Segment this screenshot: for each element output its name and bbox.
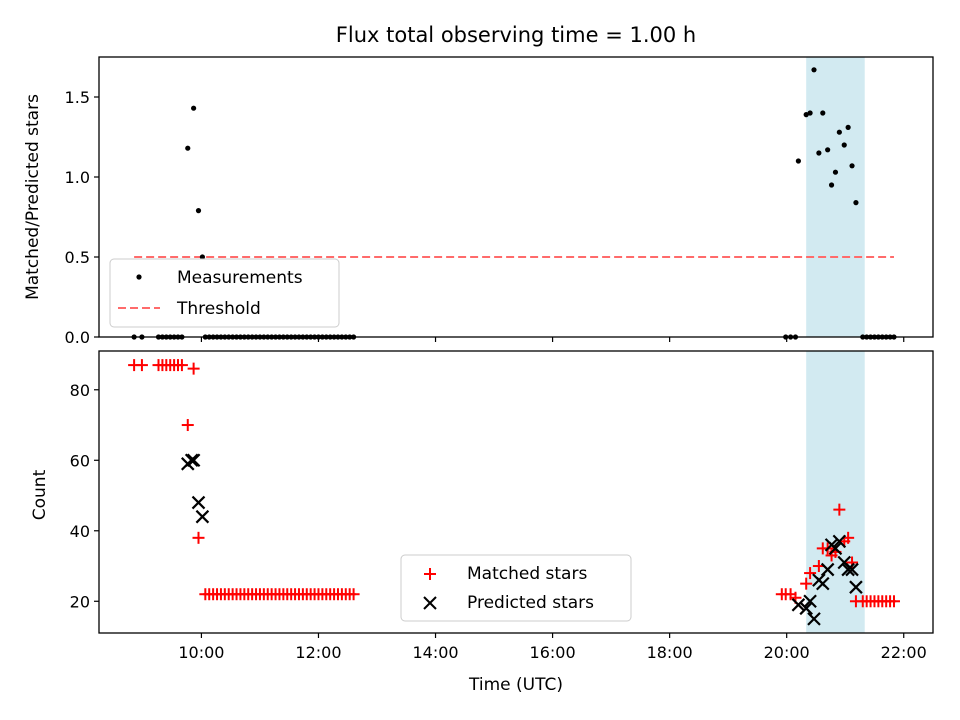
top-axes-frame — [98, 56, 934, 338]
matched-star-point — [347, 588, 360, 601]
predicted-star-point — [191, 495, 206, 510]
measurement-point — [185, 145, 191, 151]
legend-marker-matched-stars — [424, 568, 436, 580]
measurement-point — [191, 105, 197, 111]
matched-star-point — [887, 595, 900, 608]
shaded-interval — [806, 57, 865, 337]
top-ytick-label: 0.0 — [65, 328, 90, 347]
matched-star-point — [800, 577, 813, 590]
x-axis-label: Time (UTC) — [468, 675, 563, 695]
bottom-ytick-label: 60 — [70, 451, 90, 470]
measurement-point — [853, 200, 859, 206]
measurement-point — [195, 208, 202, 214]
predicted-star-point — [186, 453, 201, 468]
bottom-legend: Matched stars Predicted stars — [400, 554, 632, 622]
predicted-star-point — [807, 612, 821, 626]
xtick-label: 16:00 — [530, 643, 576, 662]
measurement-point — [795, 158, 801, 164]
top-y-axis-label: Matched/Predicted stars — [23, 94, 43, 300]
top-legend-box — [109, 258, 340, 328]
predicted-star-point — [803, 594, 817, 609]
matched-star-point — [804, 567, 817, 580]
matched-star-point — [192, 531, 205, 544]
legend-label-matched-stars: Matched stars — [467, 564, 587, 584]
measurement-point — [849, 163, 855, 169]
measurement-point — [199, 254, 205, 260]
top-ytick-label: 1.0 — [65, 168, 90, 187]
top-panel: 0.0 0.5 1.0 1.5 Matched/Predicted stars Mea… — [23, 56, 934, 347]
measurement-point — [811, 67, 817, 73]
predicted-star-point — [828, 541, 843, 556]
predicted-star-point — [815, 576, 830, 591]
matched-star-point — [175, 359, 188, 372]
predicted-star-point — [791, 598, 806, 612]
measurement-point — [803, 112, 809, 118]
measurement-point — [825, 147, 831, 153]
matched-star-point — [187, 362, 200, 375]
legend-marker-predicted-stars — [423, 596, 437, 610]
predicted-star-point — [849, 580, 863, 594]
bottom-axes-frame — [98, 350, 934, 634]
predicted-star-point — [799, 601, 813, 616]
legend-label-measurements: Measurements — [177, 268, 303, 288]
measurement-point — [841, 142, 847, 148]
chart-title: Flux total observing time = 1.00 h — [336, 23, 696, 47]
predicted-star-point — [845, 562, 859, 577]
xtick-label: 12:00 — [295, 643, 341, 662]
predicted-star-point — [184, 453, 199, 468]
legend-label-threshold: Threshold — [176, 299, 261, 319]
bottom-y-axis-label: Count — [30, 469, 50, 520]
matched-star-point — [833, 503, 846, 516]
measurement-point — [828, 182, 835, 188]
shaded-interval — [806, 351, 865, 633]
measurement-point — [816, 150, 822, 156]
xtick-label: 18:00 — [647, 643, 693, 662]
predicted-star-point — [841, 562, 855, 577]
xtick-label: 14:00 — [412, 643, 458, 662]
measurement-point — [820, 110, 826, 116]
predicted-star-point — [820, 562, 835, 577]
legend-marker-measurements — [136, 274, 142, 280]
measurement-point — [836, 129, 842, 135]
predicted-star-point — [195, 509, 210, 524]
bottom-ytick-label: 40 — [70, 522, 90, 541]
legend-label-predicted-stars: Predicted stars — [467, 593, 594, 613]
bottom-ytick-label: 80 — [70, 381, 90, 400]
matched-star-point — [181, 419, 194, 432]
bottom-legend-box — [400, 554, 632, 622]
top-ytick-label: 1.5 — [65, 88, 90, 107]
xtick-label: 10:00 — [178, 643, 224, 662]
measurement-point — [832, 169, 839, 175]
top-ytick-label: 0.5 — [65, 248, 90, 267]
bottom-ytick-label: 20 — [70, 592, 90, 611]
top-legend: Measurements Threshold — [109, 258, 340, 328]
predicted-star-point — [832, 534, 847, 549]
measurement-point — [807, 110, 813, 116]
bottom-panel: 20 40 60 80 10:00 12:00 14:00 16:00 18:00 20:00 2… — [30, 350, 934, 695]
measurement-point — [845, 124, 851, 130]
matched-star-point — [135, 359, 148, 372]
xtick-label: 22:00 — [881, 643, 927, 662]
xtick-label: 20:00 — [764, 643, 810, 662]
